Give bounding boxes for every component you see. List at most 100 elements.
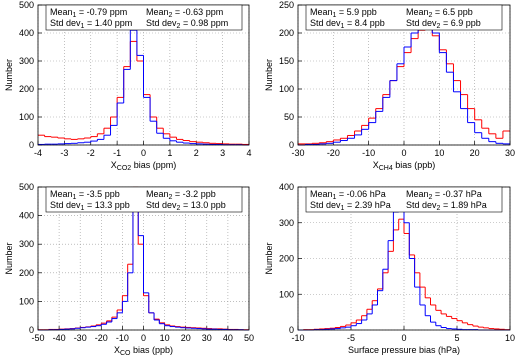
x-tick-label: -20 <box>95 333 108 343</box>
stats-label: Mean <box>146 7 169 17</box>
y-tick-label: 0 <box>289 140 294 150</box>
stats-label: Std dev <box>406 200 437 210</box>
stats-text: Mean1 = -3.5 ppb <box>50 189 120 201</box>
y-tick-label: 100 <box>279 84 294 94</box>
y-tick-label: 100 <box>19 296 34 306</box>
x-axis-label-main: Surface pressure bias (hPa) <box>348 345 460 355</box>
stats-label: Mean <box>310 189 333 199</box>
stats-box <box>45 4 243 31</box>
stats-text: Mean1 = 5.9 ppb <box>310 7 377 19</box>
x-tick-label: -30 <box>74 333 87 343</box>
y-tick-label: 300 <box>279 218 294 228</box>
x-tick-label: -10 <box>116 333 129 343</box>
stats-text: Mean2 = -0.37 hPa <box>406 189 482 201</box>
x-tick-label: 10 <box>434 148 444 158</box>
x-tick-label: 20 <box>181 333 191 343</box>
x-tick-label: -3 <box>60 148 68 158</box>
stats-text: Std dev2 = 6.9 ppb <box>406 18 481 30</box>
stats-value: = -3.5 ppb <box>76 189 119 199</box>
stats-subscript: 1 <box>81 23 85 30</box>
x-tick-label: -30 <box>291 148 304 158</box>
stats-text: Std dev1 = 13.3 ppb <box>50 200 130 212</box>
x-tick-label: -2 <box>87 148 95 158</box>
x-tick-label: 30 <box>505 148 515 158</box>
y-axis-label: Number <box>4 242 14 274</box>
stats-value: = -3.2 ppb <box>172 189 215 199</box>
stats-box <box>305 186 503 213</box>
stats-subscript: 2 <box>429 12 433 19</box>
stats-value: = -0.79 ppm <box>76 7 127 17</box>
x-axis-label-text: bias (ppm) <box>131 160 176 170</box>
x-axis-label: XCO bias (ppb) <box>114 345 173 355</box>
stats-text: Std dev1 = 2.39 hPa <box>310 200 391 212</box>
stats-value: = 0.98 ppm <box>180 18 228 28</box>
stats-label: Mean <box>146 189 169 199</box>
stats-subscript: 2 <box>169 194 173 201</box>
stats-subscript: 1 <box>333 12 337 19</box>
stats-label: Std dev <box>146 18 177 28</box>
x-axis-label-text: bias (ppb) <box>130 345 173 355</box>
y-tick-label: 500 <box>19 0 34 10</box>
stats-value: = -0.63 ppm <box>172 7 223 17</box>
stats-value: = 2.39 hPa <box>344 200 390 210</box>
stats-value: = 1.89 hPa <box>440 200 486 210</box>
x-axis-label-subscript: CH4 <box>379 165 393 172</box>
y-tick-label: 150 <box>279 56 294 66</box>
y-tick-label: 100 <box>279 289 294 299</box>
y-tick-label: 200 <box>279 254 294 264</box>
stats-subscript: 1 <box>73 194 77 201</box>
stats-text: Std dev2 = 13.0 ppb <box>146 200 226 212</box>
stats-subscript: 1 <box>341 205 345 212</box>
x-tick-label: 4 <box>246 148 251 158</box>
y-axis-label: Number <box>264 242 274 274</box>
stats-text: Mean1 = -0.06 hPa <box>310 189 386 201</box>
x-tick-label: 5 <box>454 333 459 343</box>
stats-subscript: 2 <box>169 12 173 19</box>
stats-subscript: 2 <box>437 205 441 212</box>
stats-box <box>305 4 503 31</box>
x-axis-label-subscript: CO <box>120 350 131 355</box>
x-axis-label: Surface pressure bias (hPa) <box>348 345 460 355</box>
stats-label: Std dev <box>50 18 81 28</box>
stats-subscript: 2 <box>437 23 441 30</box>
y-axis-label: Number <box>264 59 274 91</box>
x-tick-label: 1 <box>167 148 172 158</box>
x-tick-label: 3 <box>220 148 225 158</box>
y-tick-label: 0 <box>29 325 34 335</box>
y-tick-label: 200 <box>19 84 34 94</box>
x-tick-label: -4 <box>34 148 42 158</box>
stats-subscript: 2 <box>429 194 433 201</box>
x-axis-label-main: X <box>114 345 120 355</box>
x-tick-label: 20 <box>470 148 480 158</box>
stats-subscript: 2 <box>177 23 181 30</box>
y-tick-label: 300 <box>19 56 34 66</box>
stats-label: Mean <box>50 189 73 199</box>
stats-text: Mean2 = -0.63 ppm <box>146 7 223 19</box>
x-tick-label: 30 <box>202 333 212 343</box>
y-tick-label: 200 <box>279 28 294 38</box>
stats-value: = 6.9 ppb <box>440 18 480 28</box>
stats-label: Mean <box>310 7 333 17</box>
y-tick-label: 400 <box>279 182 294 192</box>
x-tick-label: 0 <box>401 148 406 158</box>
stats-value: = 13.3 ppb <box>84 200 129 210</box>
stats-value: = 5.9 ppb <box>336 7 376 17</box>
stats-text: Std dev2 = 0.98 ppm <box>146 18 228 30</box>
x-tick-label: -20 <box>327 148 340 158</box>
stats-value: = 1.40 ppm <box>84 18 132 28</box>
y-tick-label: 500 <box>19 182 34 192</box>
x-tick-label: 0 <box>141 333 146 343</box>
x-axis-label: XCH4 bias (ppb) <box>373 160 436 172</box>
stats-label: Mean <box>406 189 429 199</box>
y-tick-label: 0 <box>289 325 294 335</box>
y-tick-label: 400 <box>19 211 34 221</box>
stats-value: = 6.5 ppb <box>432 7 472 17</box>
x-tick-label: 50 <box>244 333 254 343</box>
stats-text: Std dev1 = 8.4 ppb <box>310 18 385 30</box>
stats-text: Mean2 = 6.5 ppb <box>406 7 473 19</box>
y-tick-label: 0 <box>29 140 34 150</box>
y-tick-label: 200 <box>19 268 34 278</box>
stats-subscript: 1 <box>81 205 85 212</box>
